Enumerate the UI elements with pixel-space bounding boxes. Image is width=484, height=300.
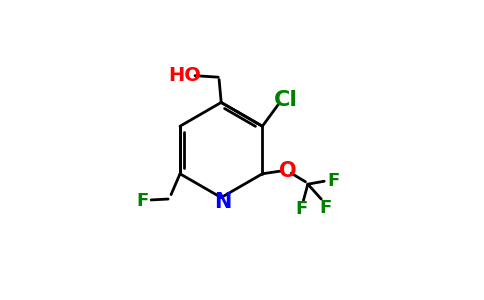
Text: Cl: Cl (274, 90, 298, 110)
Text: F: F (319, 199, 332, 217)
Text: HO: HO (168, 66, 201, 85)
Text: F: F (137, 191, 149, 209)
Text: F: F (328, 172, 340, 190)
Text: O: O (279, 161, 297, 181)
Text: F: F (296, 200, 308, 218)
Text: N: N (214, 192, 231, 212)
